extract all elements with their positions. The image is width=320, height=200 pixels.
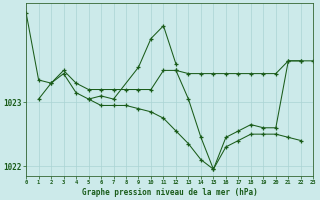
X-axis label: Graphe pression niveau de la mer (hPa): Graphe pression niveau de la mer (hPa) <box>82 188 258 197</box>
